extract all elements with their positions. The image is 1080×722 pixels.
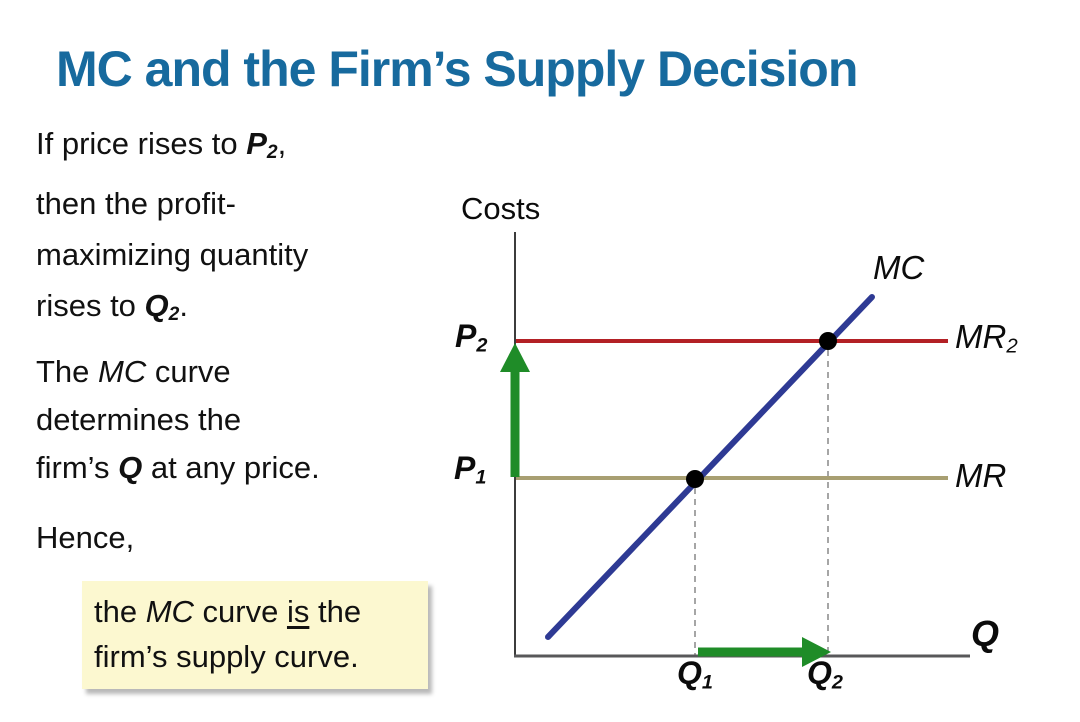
price-rise-arrow-icon <box>500 343 530 477</box>
slide-title: MC and the Firm’s Supply Decision <box>56 40 858 97</box>
q2-tick-label: Q2 <box>807 655 843 694</box>
mr-line-label: MR <box>955 457 1007 494</box>
var-mc: MC <box>145 594 194 629</box>
mc-curve-line <box>545 294 875 640</box>
p1-tick-label: P1 <box>454 450 487 489</box>
mr2-line-label: MR2 <box>955 318 1018 358</box>
paragraph-hence: Hence, <box>36 520 135 555</box>
quantity-rise-arrow-icon <box>698 637 831 667</box>
dot-mc-mr2-intersection <box>819 332 837 350</box>
paragraph-mc-determines: The MC curve determines the firm’s Q at … <box>36 354 320 485</box>
dot-mc-mr-intersection <box>686 470 704 488</box>
p2-tick-label: P2 <box>455 318 488 357</box>
var-p2: P2 <box>246 126 278 164</box>
supply-curve-highlight-box: the MC curve is the firm’s supply curve. <box>82 581 428 689</box>
y-axis-title: Costs <box>461 191 541 226</box>
var-q2: Q2 <box>144 288 180 326</box>
mc-curve-label: MC <box>873 249 925 286</box>
x-axis-title: Q <box>971 613 1000 654</box>
var-mc: MC <box>98 354 147 389</box>
q1-tick-label: Q1 <box>677 655 713 694</box>
paragraph-price-rises: If price rises to P2, then the profit- m… <box>36 126 309 326</box>
var-q: Q <box>118 450 143 485</box>
underlined-is: is <box>286 594 310 629</box>
